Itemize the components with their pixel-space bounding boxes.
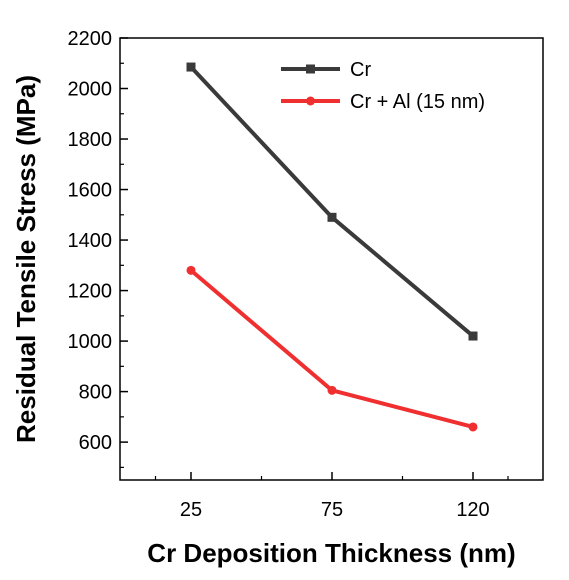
legend-label: Cr + Al (15 nm) bbox=[350, 91, 485, 113]
legend-label: Cr bbox=[350, 59, 371, 81]
y-tick-label: 800 bbox=[79, 382, 112, 404]
y-tick-label: 1600 bbox=[68, 180, 113, 202]
data-point-circle bbox=[186, 265, 196, 275]
data-point-square bbox=[186, 62, 196, 72]
chart-axes: 600 800 1000 1200 1400 1600 1800 2000 2200 25 75 12… bbox=[68, 28, 544, 521]
y-tick-label: 600 bbox=[79, 432, 112, 454]
y-tick-label: 1200 bbox=[68, 281, 113, 303]
x-axis-title: Cr Deposition Thickness (nm) bbox=[147, 538, 515, 568]
x-tick-label: 120 bbox=[456, 499, 489, 521]
y-tick-label: 1800 bbox=[68, 129, 113, 151]
chart-legend: Cr Cr + Al (15 nm) bbox=[281, 59, 485, 113]
y-tick-label: 2000 bbox=[68, 79, 113, 101]
legend-marker-circle bbox=[306, 96, 315, 106]
legend-marker-square bbox=[306, 64, 315, 74]
data-point-square bbox=[327, 212, 337, 222]
x-tick-label: 25 bbox=[180, 499, 202, 521]
data-point-circle bbox=[468, 422, 478, 432]
chart-series bbox=[186, 62, 478, 432]
data-point-square bbox=[468, 331, 478, 341]
y-tick-label: 1400 bbox=[68, 230, 113, 252]
x-tick-label: 75 bbox=[321, 499, 343, 521]
y-tick-label: 2200 bbox=[68, 28, 113, 50]
series-line bbox=[189, 268, 474, 429]
y-tick-label: 1000 bbox=[68, 331, 113, 353]
y-axis-title: Residual Tensile Stress (MPa) bbox=[11, 75, 41, 443]
data-point-circle bbox=[327, 385, 337, 395]
